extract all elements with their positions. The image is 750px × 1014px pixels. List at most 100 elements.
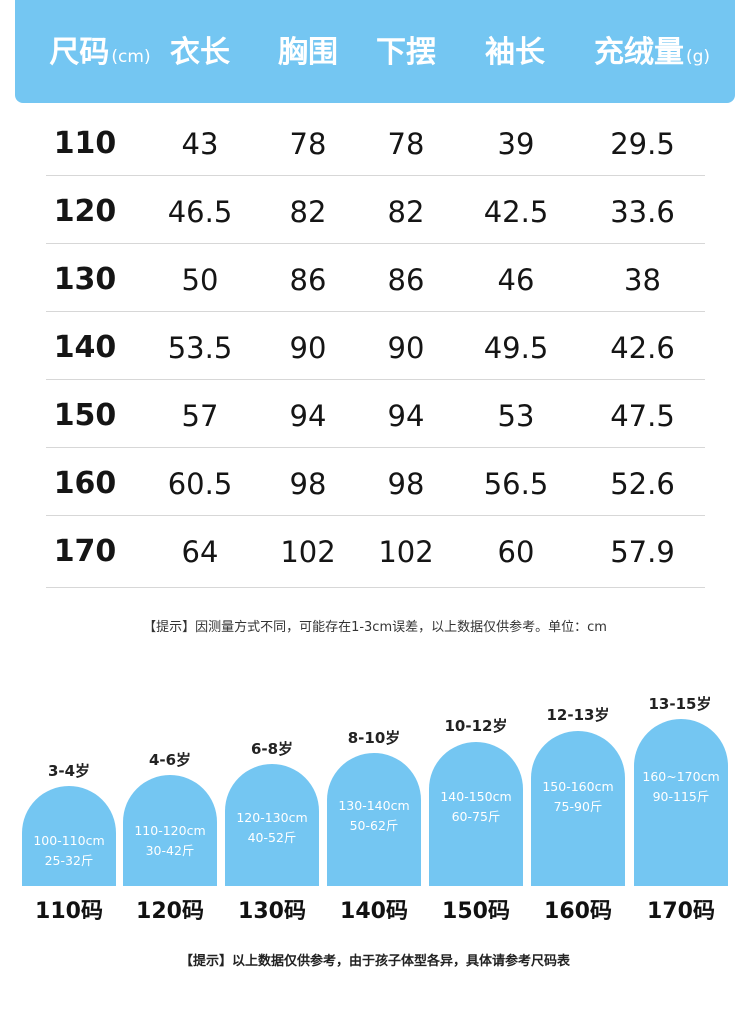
- cell-size: 140: [53, 330, 117, 365]
- size-guide-card: 150-160cm 75-90斤: [531, 731, 625, 886]
- cell-sleeve: 49.5: [483, 331, 549, 365]
- weight-range: 50-62斤: [349, 818, 399, 833]
- cell-sleeve: 39: [497, 127, 535, 161]
- table-row: 120 46.5 82 82 42.5 33.6: [0, 178, 750, 246]
- size-code: 110码: [35, 899, 103, 924]
- size-code: 170码: [647, 899, 715, 924]
- height-range: 100-110cm: [33, 833, 105, 848]
- weight-range: 90-115斤: [652, 789, 710, 804]
- header-chest: 胸围: [278, 35, 338, 70]
- cell-length: 50: [181, 263, 219, 297]
- size-guide-card: 160~170cm 90-115斤: [634, 719, 728, 886]
- cell-length: 43: [181, 127, 219, 161]
- cell-down-fill: 42.6: [610, 331, 675, 365]
- height-range: 140-150cm: [440, 789, 512, 804]
- height-range: 130-140cm: [338, 798, 410, 813]
- age-label: 4-6岁: [148, 751, 192, 769]
- size-guide-card: 140-150cm 60-75斤: [429, 742, 523, 886]
- row-divider: [46, 587, 705, 588]
- row-divider: [46, 379, 705, 380]
- cell-hem: 78: [387, 127, 425, 161]
- cell-sleeve: 53: [497, 399, 535, 433]
- cell-hem: 98: [387, 467, 425, 501]
- size-table-header: 尺码 (cm) 衣长 胸围 下摆 袖长 充绒量 (g): [15, 0, 735, 103]
- cell-chest: 78: [289, 127, 327, 161]
- cell-down-fill: 38: [624, 263, 661, 297]
- age-label: 8-10岁: [347, 729, 401, 747]
- table-row: 160 60.5 98 98 56.5 52.6: [0, 450, 750, 518]
- cell-chest: 98: [289, 467, 327, 501]
- cell-sleeve: 46: [497, 263, 535, 297]
- cell-down-fill: 57.9: [610, 535, 675, 569]
- cell-size: 110: [53, 126, 117, 161]
- cell-hem: 82: [387, 195, 425, 229]
- header-down-fill: 充绒量 (g): [593, 35, 711, 70]
- cell-size: 150: [53, 398, 117, 433]
- header-sleeve: 袖长: [485, 35, 545, 70]
- cell-chest: 82: [289, 195, 327, 229]
- table-row: 140 53.5 90 90 49.5 42.6: [0, 314, 750, 382]
- table-row: 110 43 78 78 39 29.5: [0, 110, 750, 178]
- table-row: 150 57 94 94 53 47.5: [0, 382, 750, 450]
- weight-range: 40-52斤: [247, 830, 297, 845]
- measurement-note: 【提示】因测量方式不同，可能存在1-3cm误差，以上数据仅供参考。单位：cm: [143, 620, 607, 635]
- size-guide-card: 110-120cm 30-42斤: [123, 775, 217, 886]
- cell-chest: 102: [280, 535, 336, 569]
- cell-down-fill: 33.6: [610, 195, 675, 229]
- cell-chest: 90: [289, 331, 327, 365]
- weight-range: 75-90斤: [553, 799, 603, 814]
- cell-sleeve: 42.5: [483, 195, 549, 229]
- row-divider: [46, 243, 705, 244]
- cell-hem: 94: [387, 399, 425, 433]
- cell-down-fill: 47.5: [610, 399, 675, 433]
- cell-size: 170: [53, 534, 117, 569]
- height-range: 160~170cm: [642, 769, 720, 784]
- cell-size: 130: [53, 262, 117, 297]
- table-row: 130 50 86 86 46 38: [0, 246, 750, 314]
- row-divider: [46, 175, 705, 176]
- cell-sleeve: 56.5: [483, 467, 549, 501]
- cell-down-fill: 29.5: [610, 127, 675, 161]
- age-label: 6-8岁: [250, 740, 294, 758]
- cell-length: 46.5: [167, 195, 233, 229]
- cell-hem: 90: [387, 331, 425, 365]
- size-guide-card: 100-110cm 25-32斤: [22, 786, 116, 886]
- size-code: 140码: [340, 899, 408, 924]
- header-hem: 下摆: [376, 35, 436, 70]
- height-range: 150-160cm: [542, 779, 614, 794]
- cell-length: 60.5: [167, 467, 233, 501]
- cell-size: 120: [53, 194, 117, 229]
- age-label: 12-13岁: [546, 706, 610, 724]
- size-code: 120码: [136, 899, 204, 924]
- cell-length: 53.5: [167, 331, 233, 365]
- weight-range: 25-32斤: [44, 853, 94, 868]
- row-divider: [46, 311, 705, 312]
- header-length: 衣长: [170, 35, 230, 70]
- cell-chest: 94: [289, 399, 327, 433]
- age-label: 13-15岁: [648, 695, 712, 713]
- cell-length: 57: [181, 399, 219, 433]
- table-row: 170 64 102 102 60 57.9: [0, 518, 750, 586]
- age-label: 10-12岁: [444, 717, 508, 735]
- header-size: 尺码 (cm): [49, 35, 151, 70]
- size-guide-note: 【提示】以上数据仅供参考，由于孩子体型各异，具体请参考尺码表: [179, 954, 570, 969]
- age-label: 3-4岁: [47, 762, 91, 780]
- height-range: 110-120cm: [134, 823, 206, 838]
- cell-length: 64: [181, 535, 219, 569]
- row-divider: [46, 515, 705, 516]
- weight-range: 30-42斤: [145, 843, 195, 858]
- size-code: 150码: [442, 899, 510, 924]
- height-range: 120-130cm: [236, 810, 308, 825]
- cell-hem: 86: [387, 263, 425, 297]
- size-guide-card: 130-140cm 50-62斤: [327, 753, 421, 886]
- cell-down-fill: 52.6: [610, 467, 675, 501]
- row-divider: [46, 447, 705, 448]
- size-code: 130码: [238, 899, 306, 924]
- cell-sleeve: 60: [497, 535, 535, 569]
- size-guide-card: 120-130cm 40-52斤: [225, 764, 319, 886]
- cell-hem: 102: [378, 535, 434, 569]
- cell-chest: 86: [289, 263, 327, 297]
- size-code: 160码: [544, 899, 612, 924]
- weight-range: 60-75斤: [451, 809, 501, 824]
- cell-size: 160: [53, 466, 117, 501]
